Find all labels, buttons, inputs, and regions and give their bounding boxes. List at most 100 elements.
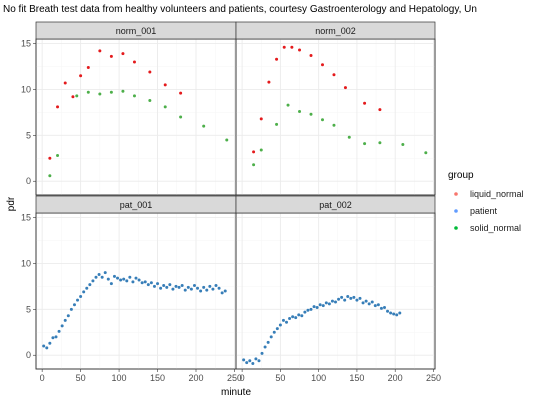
data-point-patient xyxy=(57,329,61,333)
data-point-patient xyxy=(214,283,218,287)
data-point-patient xyxy=(106,277,110,281)
x-tick-label: 0 xyxy=(240,373,245,383)
data-point-patient xyxy=(309,307,313,311)
data-point-solid_normal xyxy=(179,115,183,119)
data-point-solid_normal xyxy=(298,109,302,113)
data-point-patient xyxy=(189,287,193,291)
data-point-patient xyxy=(165,285,169,289)
data-point-patient xyxy=(275,327,279,331)
data-point-solid_normal xyxy=(424,151,428,155)
data-point-patient xyxy=(54,335,58,339)
panel-background xyxy=(35,38,237,196)
x-tick-label: 250 xyxy=(426,373,441,383)
data-point-patient xyxy=(199,289,203,293)
data-point-patient xyxy=(94,275,98,279)
x-tick-label: 50 xyxy=(275,373,285,383)
data-point-patient xyxy=(177,285,181,289)
facet-strip xyxy=(235,21,436,40)
data-point-solid_normal xyxy=(48,174,52,178)
data-point-liquid_normal xyxy=(378,108,382,112)
data-point-liquid_normal xyxy=(332,73,336,77)
data-point-liquid_normal xyxy=(148,70,152,74)
data-point-patient xyxy=(183,288,187,292)
data-point-solid_normal xyxy=(86,90,90,94)
data-point-patient xyxy=(379,306,383,310)
data-point-patient xyxy=(202,285,206,289)
legend-label: solid_normal xyxy=(470,223,521,233)
data-point-patient xyxy=(297,313,301,317)
x-axis-title: minute xyxy=(221,387,251,398)
data-point-patient xyxy=(91,279,95,283)
data-point-patient xyxy=(119,278,123,282)
data-point-patient xyxy=(205,288,209,292)
data-point-patient xyxy=(159,286,163,290)
data-point-patient xyxy=(334,300,337,304)
data-point-liquid_normal xyxy=(86,65,90,69)
data-point-patient xyxy=(251,361,255,365)
data-point-patient xyxy=(134,276,138,280)
data-point-solid_normal xyxy=(347,135,351,139)
data-point-liquid_normal xyxy=(109,54,113,58)
data-point-solid_normal xyxy=(148,98,152,102)
legend-label: patient xyxy=(470,206,498,216)
chart-title: No fit Breath test data from healthy vol… xyxy=(3,4,477,15)
data-point-patient xyxy=(291,315,295,319)
data-point-solid_normal xyxy=(332,123,336,127)
x-tick-label: 100 xyxy=(112,373,127,383)
data-point-patient xyxy=(48,341,52,345)
data-point-patient xyxy=(330,299,334,303)
data-point-patient xyxy=(45,346,49,350)
y-tick-label: 0 xyxy=(26,176,31,186)
data-point-liquid_normal xyxy=(363,101,367,105)
data-point-patient xyxy=(186,285,190,289)
data-point-patient xyxy=(288,317,292,321)
data-point-patient xyxy=(192,283,196,287)
data-point-patient xyxy=(312,305,316,309)
data-point-patient xyxy=(220,291,224,295)
data-point-patient xyxy=(260,351,264,355)
data-point-patient xyxy=(69,307,73,311)
data-point-patient xyxy=(254,357,258,361)
data-point-patient xyxy=(263,345,267,349)
facet-strip xyxy=(235,195,436,214)
data-point-patient xyxy=(97,272,101,276)
data-point-solid_normal xyxy=(56,154,60,158)
data-point-patient xyxy=(128,275,132,279)
y-tick-label: 10 xyxy=(21,84,31,94)
x-tick-label: 0 xyxy=(40,373,45,383)
data-point-patient xyxy=(137,278,141,282)
data-point-solid_normal xyxy=(320,118,324,122)
data-point-patient xyxy=(116,276,120,280)
legend-key-patient xyxy=(454,209,458,213)
data-point-solid_normal xyxy=(259,148,263,152)
data-point-solid_normal xyxy=(202,124,206,128)
data-point-patient xyxy=(149,281,153,285)
data-point-patient xyxy=(278,323,282,327)
facet-strip-label: norm_002 xyxy=(315,26,356,36)
data-point-patient xyxy=(156,282,160,286)
panel-background xyxy=(35,212,237,370)
data-point-patient xyxy=(266,340,270,344)
data-point-patient xyxy=(367,302,371,306)
data-point-patient xyxy=(398,311,402,315)
legend-key-liquid_normal xyxy=(454,192,458,196)
data-point-patient xyxy=(63,318,67,322)
data-point-patient xyxy=(376,303,380,307)
data-point-patient xyxy=(180,283,184,287)
data-point-patient xyxy=(217,286,221,290)
data-point-liquid_normal xyxy=(79,74,83,78)
data-point-patient xyxy=(373,304,377,308)
data-point-patient xyxy=(272,330,276,334)
data-point-patient xyxy=(303,310,307,314)
data-point-patient xyxy=(389,311,393,315)
data-point-patient xyxy=(79,295,83,299)
data-point-liquid_normal xyxy=(282,45,286,49)
data-point-liquid_normal xyxy=(298,48,302,52)
data-point-solid_normal xyxy=(363,142,367,146)
x-tick-label: 50 xyxy=(76,373,86,383)
data-point-patient xyxy=(257,359,261,363)
data-point-liquid_normal xyxy=(179,91,183,95)
